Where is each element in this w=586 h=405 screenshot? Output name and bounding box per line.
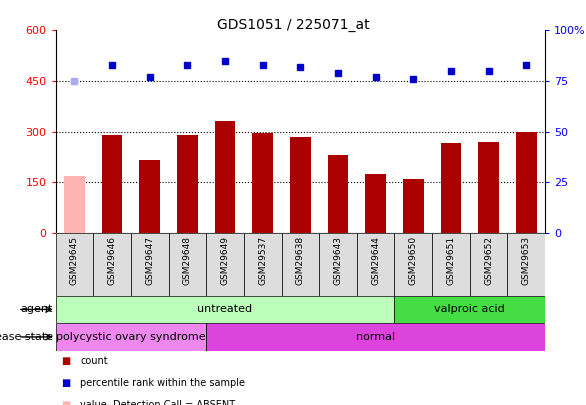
Bar (290, 137, 311, 233)
Bar (206, 233, 244, 296)
Bar (365, 174, 386, 233)
Bar (281, 233, 319, 296)
Bar (139, 160, 160, 233)
Text: GSM29651: GSM29651 (447, 236, 455, 285)
Text: GSM29648: GSM29648 (183, 236, 192, 285)
Bar (93, 233, 131, 296)
Bar (206, 323, 545, 351)
Bar (507, 233, 545, 296)
Text: GDS1051 / 225071_at: GDS1051 / 225071_at (217, 18, 369, 32)
Bar (244, 233, 281, 296)
Bar (432, 233, 470, 296)
Bar (470, 233, 507, 296)
Text: GSM29650: GSM29650 (409, 236, 418, 285)
Text: GSM29643: GSM29643 (333, 236, 342, 285)
Bar (56, 323, 206, 351)
Text: disease state: disease state (0, 332, 53, 342)
Bar (403, 179, 424, 233)
Text: ■: ■ (62, 378, 71, 388)
Bar (56, 233, 93, 296)
Bar (516, 132, 537, 233)
Bar (131, 233, 169, 296)
Text: valproic acid: valproic acid (434, 305, 505, 314)
Bar (169, 233, 206, 296)
Bar (357, 233, 394, 296)
Text: untreated: untreated (197, 305, 253, 314)
Text: GSM29644: GSM29644 (371, 236, 380, 285)
Text: GSM29649: GSM29649 (220, 236, 230, 285)
Bar (478, 142, 499, 233)
Bar (64, 175, 85, 233)
Text: percentile rank within the sample: percentile rank within the sample (80, 378, 246, 388)
Text: GSM29638: GSM29638 (296, 236, 305, 285)
Bar (56, 296, 394, 323)
Text: agent: agent (21, 305, 53, 314)
Text: GSM29537: GSM29537 (258, 236, 267, 285)
Bar (394, 233, 432, 296)
Bar (328, 155, 348, 233)
Bar (394, 296, 545, 323)
Text: polycystic ovary syndrome: polycystic ovary syndrome (56, 332, 206, 342)
Text: GSM29647: GSM29647 (145, 236, 154, 285)
Bar (253, 133, 273, 233)
Text: GSM29652: GSM29652 (484, 236, 493, 285)
Text: count: count (80, 356, 108, 366)
Text: value, Detection Call = ABSENT: value, Detection Call = ABSENT (80, 401, 236, 405)
Bar (102, 135, 122, 233)
Text: normal: normal (356, 332, 395, 342)
Bar (319, 233, 357, 296)
Bar (214, 122, 236, 233)
Bar (177, 135, 197, 233)
Text: GSM29646: GSM29646 (108, 236, 117, 285)
Text: GSM29645: GSM29645 (70, 236, 79, 285)
Text: GSM29653: GSM29653 (522, 236, 531, 285)
Text: ■: ■ (62, 401, 71, 405)
Bar (441, 143, 461, 233)
Text: ■: ■ (62, 356, 71, 366)
